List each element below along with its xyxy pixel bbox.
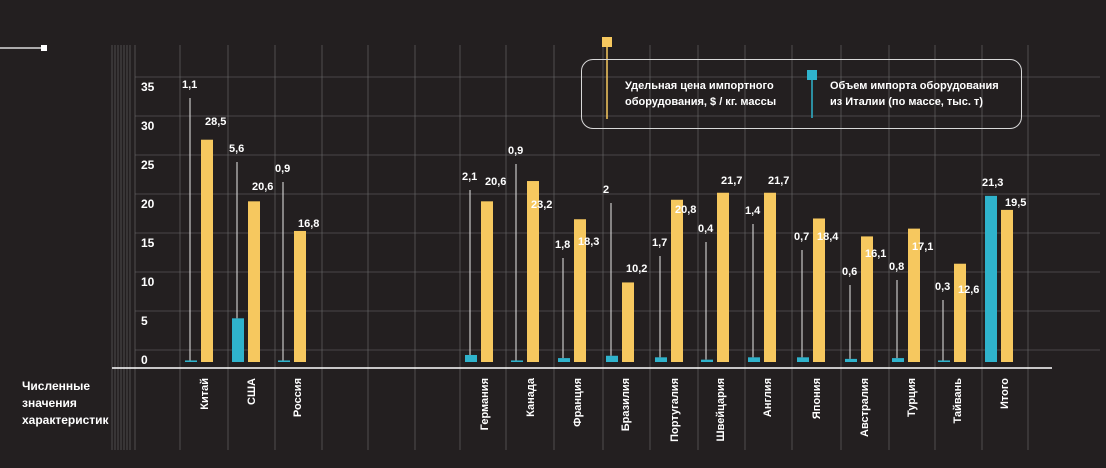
volume-bar (845, 358, 857, 362)
volume-bar (655, 357, 667, 362)
price-value-label: 10,2 (626, 263, 647, 275)
y-tick-label: 10 (141, 275, 155, 289)
volume-value-label: 1,4 (745, 205, 761, 217)
volume-bar (985, 195, 997, 362)
volume-value-label: 0,9 (275, 163, 290, 175)
price-bar (527, 181, 539, 362)
price-value-label: 18,3 (578, 236, 599, 248)
volume-value-label: 0,4 (698, 223, 714, 235)
price-value-label: 28,5 (205, 116, 226, 128)
volume-bar (701, 359, 713, 362)
chart-legend: Удельная цена импортного оборудования, $… (581, 59, 1022, 129)
y-tick-label: 35 (141, 80, 155, 94)
row-label: Численные значения характеристик (22, 379, 109, 427)
price-bar (248, 201, 260, 362)
category-label: Япония (811, 378, 823, 419)
volume-value-label: 2,1 (462, 171, 477, 183)
price-value-label: 20,8 (675, 204, 696, 216)
volume-bar (511, 360, 523, 362)
price-value-label: 16,1 (865, 248, 886, 260)
price-bar (294, 230, 306, 362)
volume-bar (748, 357, 760, 362)
category-label: Германия (479, 378, 491, 430)
category-label: Канада (525, 377, 537, 417)
category-label: Швейцария (715, 378, 727, 441)
volume-bar (797, 357, 809, 362)
category-label: Итого (999, 378, 1011, 409)
volume-value-label: 1,7 (652, 237, 667, 249)
volume-bar (278, 360, 290, 362)
legend-volume-swatch (807, 70, 817, 80)
price-value-label: 20,6 (485, 176, 506, 188)
price-value-label: 17,1 (912, 241, 933, 253)
volume-value-label: 2 (603, 184, 609, 196)
price-bar (954, 263, 966, 362)
y-tick-label: 5 (141, 314, 148, 328)
price-bar (622, 282, 634, 362)
volume-bar (606, 355, 618, 362)
y-tick-label: 15 (141, 236, 155, 250)
category-label: Англия (762, 378, 774, 417)
price-value-label: 21,7 (768, 175, 789, 187)
price-bar (861, 236, 873, 362)
price-value-label: 12,6 (958, 284, 979, 296)
price-bar (201, 139, 213, 362)
category-label: Австралия (859, 378, 871, 437)
category-label: Франция (572, 378, 584, 427)
category-label: Турция (906, 378, 918, 417)
volume-value-label: 0,9 (508, 145, 523, 157)
price-bar (908, 228, 920, 362)
category-label: Португалия (669, 378, 681, 442)
volume-value-label: 0,7 (794, 231, 809, 243)
y-tick-label: 30 (141, 119, 155, 133)
price-bar (717, 192, 729, 362)
volume-bar (232, 318, 244, 362)
category-label: Россия (292, 378, 304, 417)
price-bar (574, 219, 586, 362)
volume-value-label: 0,8 (889, 261, 904, 273)
volume-bar (938, 360, 950, 362)
price-bar (764, 192, 776, 362)
y-tick-label: 20 (141, 197, 155, 211)
category-label: Китай (199, 378, 211, 410)
category-label: США (246, 378, 258, 405)
price-value-label: 20,6 (252, 181, 273, 193)
category-label: Бразилия (620, 378, 632, 431)
price-value-label: 16,8 (298, 218, 319, 230)
volume-value-label: 0,6 (842, 266, 857, 278)
volume-bar (185, 360, 197, 362)
legend-price-swatch (602, 37, 612, 47)
price-bar (813, 218, 825, 362)
price-value-label: 21,7 (721, 175, 742, 187)
volume-value-label: 0,3 (935, 281, 950, 293)
category-label: Тайвань (952, 378, 964, 424)
volume-bar (892, 358, 904, 362)
price-bar (671, 199, 683, 362)
volume-bar (558, 358, 570, 362)
price-value-label: 23,2 (531, 199, 552, 211)
price-bar (481, 201, 493, 362)
price-value-label: 18,4 (817, 231, 839, 243)
legend-price-label: Удельная цена импортного оборудования, $… (625, 80, 777, 108)
volume-bar (465, 354, 477, 362)
price-bar (1001, 209, 1013, 362)
header-marker-dot (41, 45, 47, 51)
volume-value-label: 1,1 (182, 79, 197, 91)
legend-volume-label: Объем импорта оборудования из Италии (по… (830, 80, 999, 108)
y-tick-label: 0 (141, 353, 148, 367)
volume-value-label: 1,8 (555, 239, 570, 251)
volume-value-label: 21,3 (982, 177, 1003, 189)
y-tick-label: 25 (141, 158, 155, 172)
price-value-label: 19,5 (1005, 197, 1026, 209)
volume-value-label: 5,6 (229, 143, 244, 155)
